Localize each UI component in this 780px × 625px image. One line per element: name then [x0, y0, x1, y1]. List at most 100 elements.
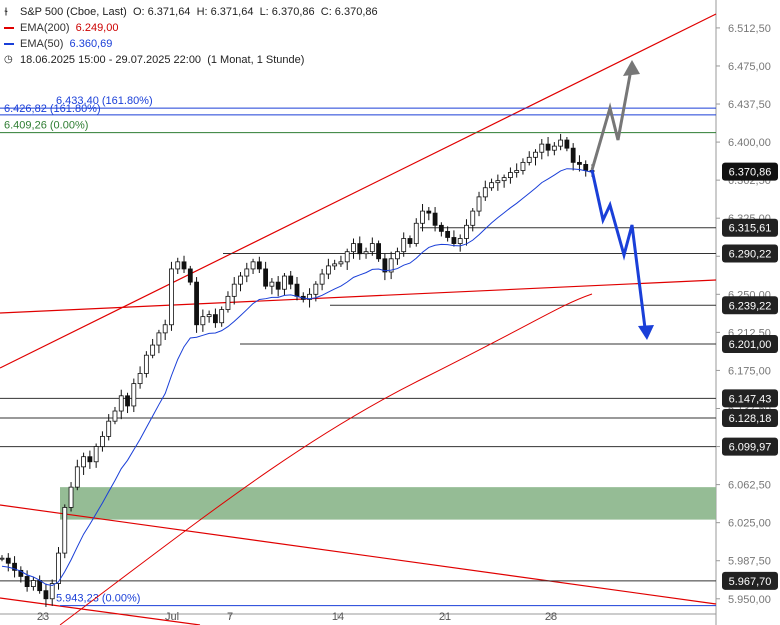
candle [187, 265, 193, 286]
candle [256, 256, 262, 274]
candle [533, 149, 538, 166]
ema50-value: 6.360,69 [69, 38, 113, 50]
svg-text:6.099,97: 6.099,97 [729, 442, 772, 454]
svg-text:6.147,43: 6.147,43 [729, 393, 772, 405]
candle [426, 207, 432, 221]
candle [125, 392, 130, 414]
candle [263, 261, 269, 290]
candle [175, 257, 181, 275]
candle [213, 308, 218, 328]
y-tick-label: 6.512,50 [728, 23, 771, 35]
y-tick-label: 5.950,00 [728, 594, 771, 606]
candle [37, 575, 43, 594]
candle [457, 234, 463, 252]
low-value: L: 6.370,86 [259, 6, 315, 18]
candle [583, 160, 589, 177]
price-badge: 6.370,86 [722, 162, 778, 181]
candle [238, 271, 243, 292]
x-tick-label: 21 [439, 611, 451, 623]
x-tick-label: 28 [545, 611, 557, 623]
bearish-arrowhead [638, 325, 654, 340]
level-inline-label: 6.426,82 (161.80%) [4, 103, 101, 115]
svg-text:6.128,18: 6.128,18 [729, 413, 772, 425]
lower-trendline [0, 504, 717, 605]
ema200-value: 6.249,00 [75, 22, 119, 34]
svg-text:6.201,00: 6.201,00 [729, 339, 772, 351]
candle [325, 258, 331, 280]
ema200-swatch [4, 27, 14, 29]
candle [269, 278, 275, 295]
bearish-scenario-arrow [590, 169, 648, 337]
candle-icon: ⫳ [4, 6, 9, 17]
svg-text:6.370,86: 6.370,86 [729, 167, 772, 179]
candle [514, 163, 520, 178]
candle [376, 240, 381, 262]
candle [5, 553, 11, 572]
price-badge: 6.315,61 [722, 218, 778, 237]
candle [545, 137, 551, 157]
candle [369, 237, 375, 256]
candle [169, 261, 174, 331]
candle [225, 291, 231, 313]
x-tick-label: 23 [37, 611, 49, 623]
price-badge: 5.967,70 [722, 571, 778, 590]
candle [219, 306, 225, 327]
candle [30, 577, 36, 591]
high-value: H: 6.371,64 [196, 6, 254, 18]
candle [520, 158, 526, 175]
candle [118, 389, 124, 420]
candle [162, 319, 168, 340]
candle [420, 203, 425, 232]
candle [570, 143, 576, 171]
candle [388, 251, 394, 280]
ema200-line [59, 293, 593, 625]
svg-text:5.967,70: 5.967,70 [729, 576, 772, 588]
x-tick-label: 7 [227, 611, 233, 623]
candle [432, 207, 438, 232]
candle [288, 270, 294, 290]
y-tick-label: 5.987,50 [728, 556, 771, 568]
candle [81, 452, 86, 475]
candle [482, 180, 488, 201]
y-tick-label: 6.437,50 [728, 99, 771, 111]
svg-text:6.290,22: 6.290,22 [729, 248, 772, 260]
candle [24, 570, 30, 592]
candle [438, 222, 444, 237]
candle [112, 406, 118, 425]
candle [501, 174, 507, 188]
x-tick-label: 14 [332, 611, 344, 623]
ema200-label: EMA(200) [20, 22, 70, 34]
candle [200, 309, 206, 332]
support-zone [60, 487, 716, 520]
candle [68, 482, 74, 512]
candle [539, 139, 545, 160]
candle [407, 235, 413, 248]
level-inline-label: 5.943,23 (0.00%) [56, 593, 140, 605]
candle [319, 268, 325, 291]
candle [275, 276, 281, 297]
candle [451, 230, 457, 247]
candle [137, 366, 143, 389]
candle [231, 277, 237, 305]
bullish-arrowhead [623, 60, 640, 76]
candle [0, 555, 5, 562]
candle [344, 248, 350, 270]
upper-trendline [0, 13, 717, 369]
candle [476, 191, 482, 217]
symbol-name: S&P 500 (Cboe, Last) [20, 6, 127, 18]
candle [143, 351, 149, 378]
y-tick-label: 6.400,00 [728, 137, 771, 149]
ema50-label: EMA(50) [20, 38, 64, 50]
price-badge: 6.099,97 [722, 437, 778, 456]
candle [401, 232, 407, 257]
candle [357, 236, 363, 260]
candle [206, 310, 212, 323]
open-value: O: 6.371,64 [132, 6, 191, 18]
level-inline-label: 6.433,40 (161.80%) [56, 95, 153, 107]
candle [181, 255, 187, 274]
price-badge: 6.290,22 [722, 244, 778, 263]
candle [558, 133, 564, 151]
candle [87, 450, 93, 469]
ema50-line [1, 168, 593, 587]
